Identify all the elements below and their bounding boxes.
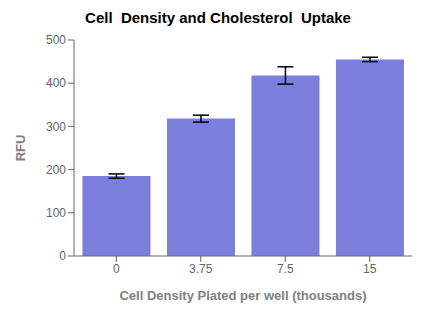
svg-text:Cell Density Plated per well (: Cell Density Plated per well (thousands) [119, 288, 366, 303]
svg-text:200: 200 [46, 163, 66, 177]
svg-text:400: 400 [46, 76, 66, 90]
svg-text:300: 300 [46, 120, 66, 134]
svg-text:100: 100 [46, 206, 66, 220]
svg-text:15: 15 [363, 262, 377, 276]
svg-text:0: 0 [59, 249, 66, 263]
svg-text:RFU: RFU [13, 135, 28, 162]
svg-text:3.75: 3.75 [189, 262, 213, 276]
svg-text:500: 500 [46, 33, 66, 47]
svg-text:7.5: 7.5 [277, 262, 294, 276]
svg-text:0: 0 [113, 262, 120, 276]
html-text:Cell Density and Cholesterol U: Cell Density and Cholesterol Uptake [85, 9, 351, 26]
